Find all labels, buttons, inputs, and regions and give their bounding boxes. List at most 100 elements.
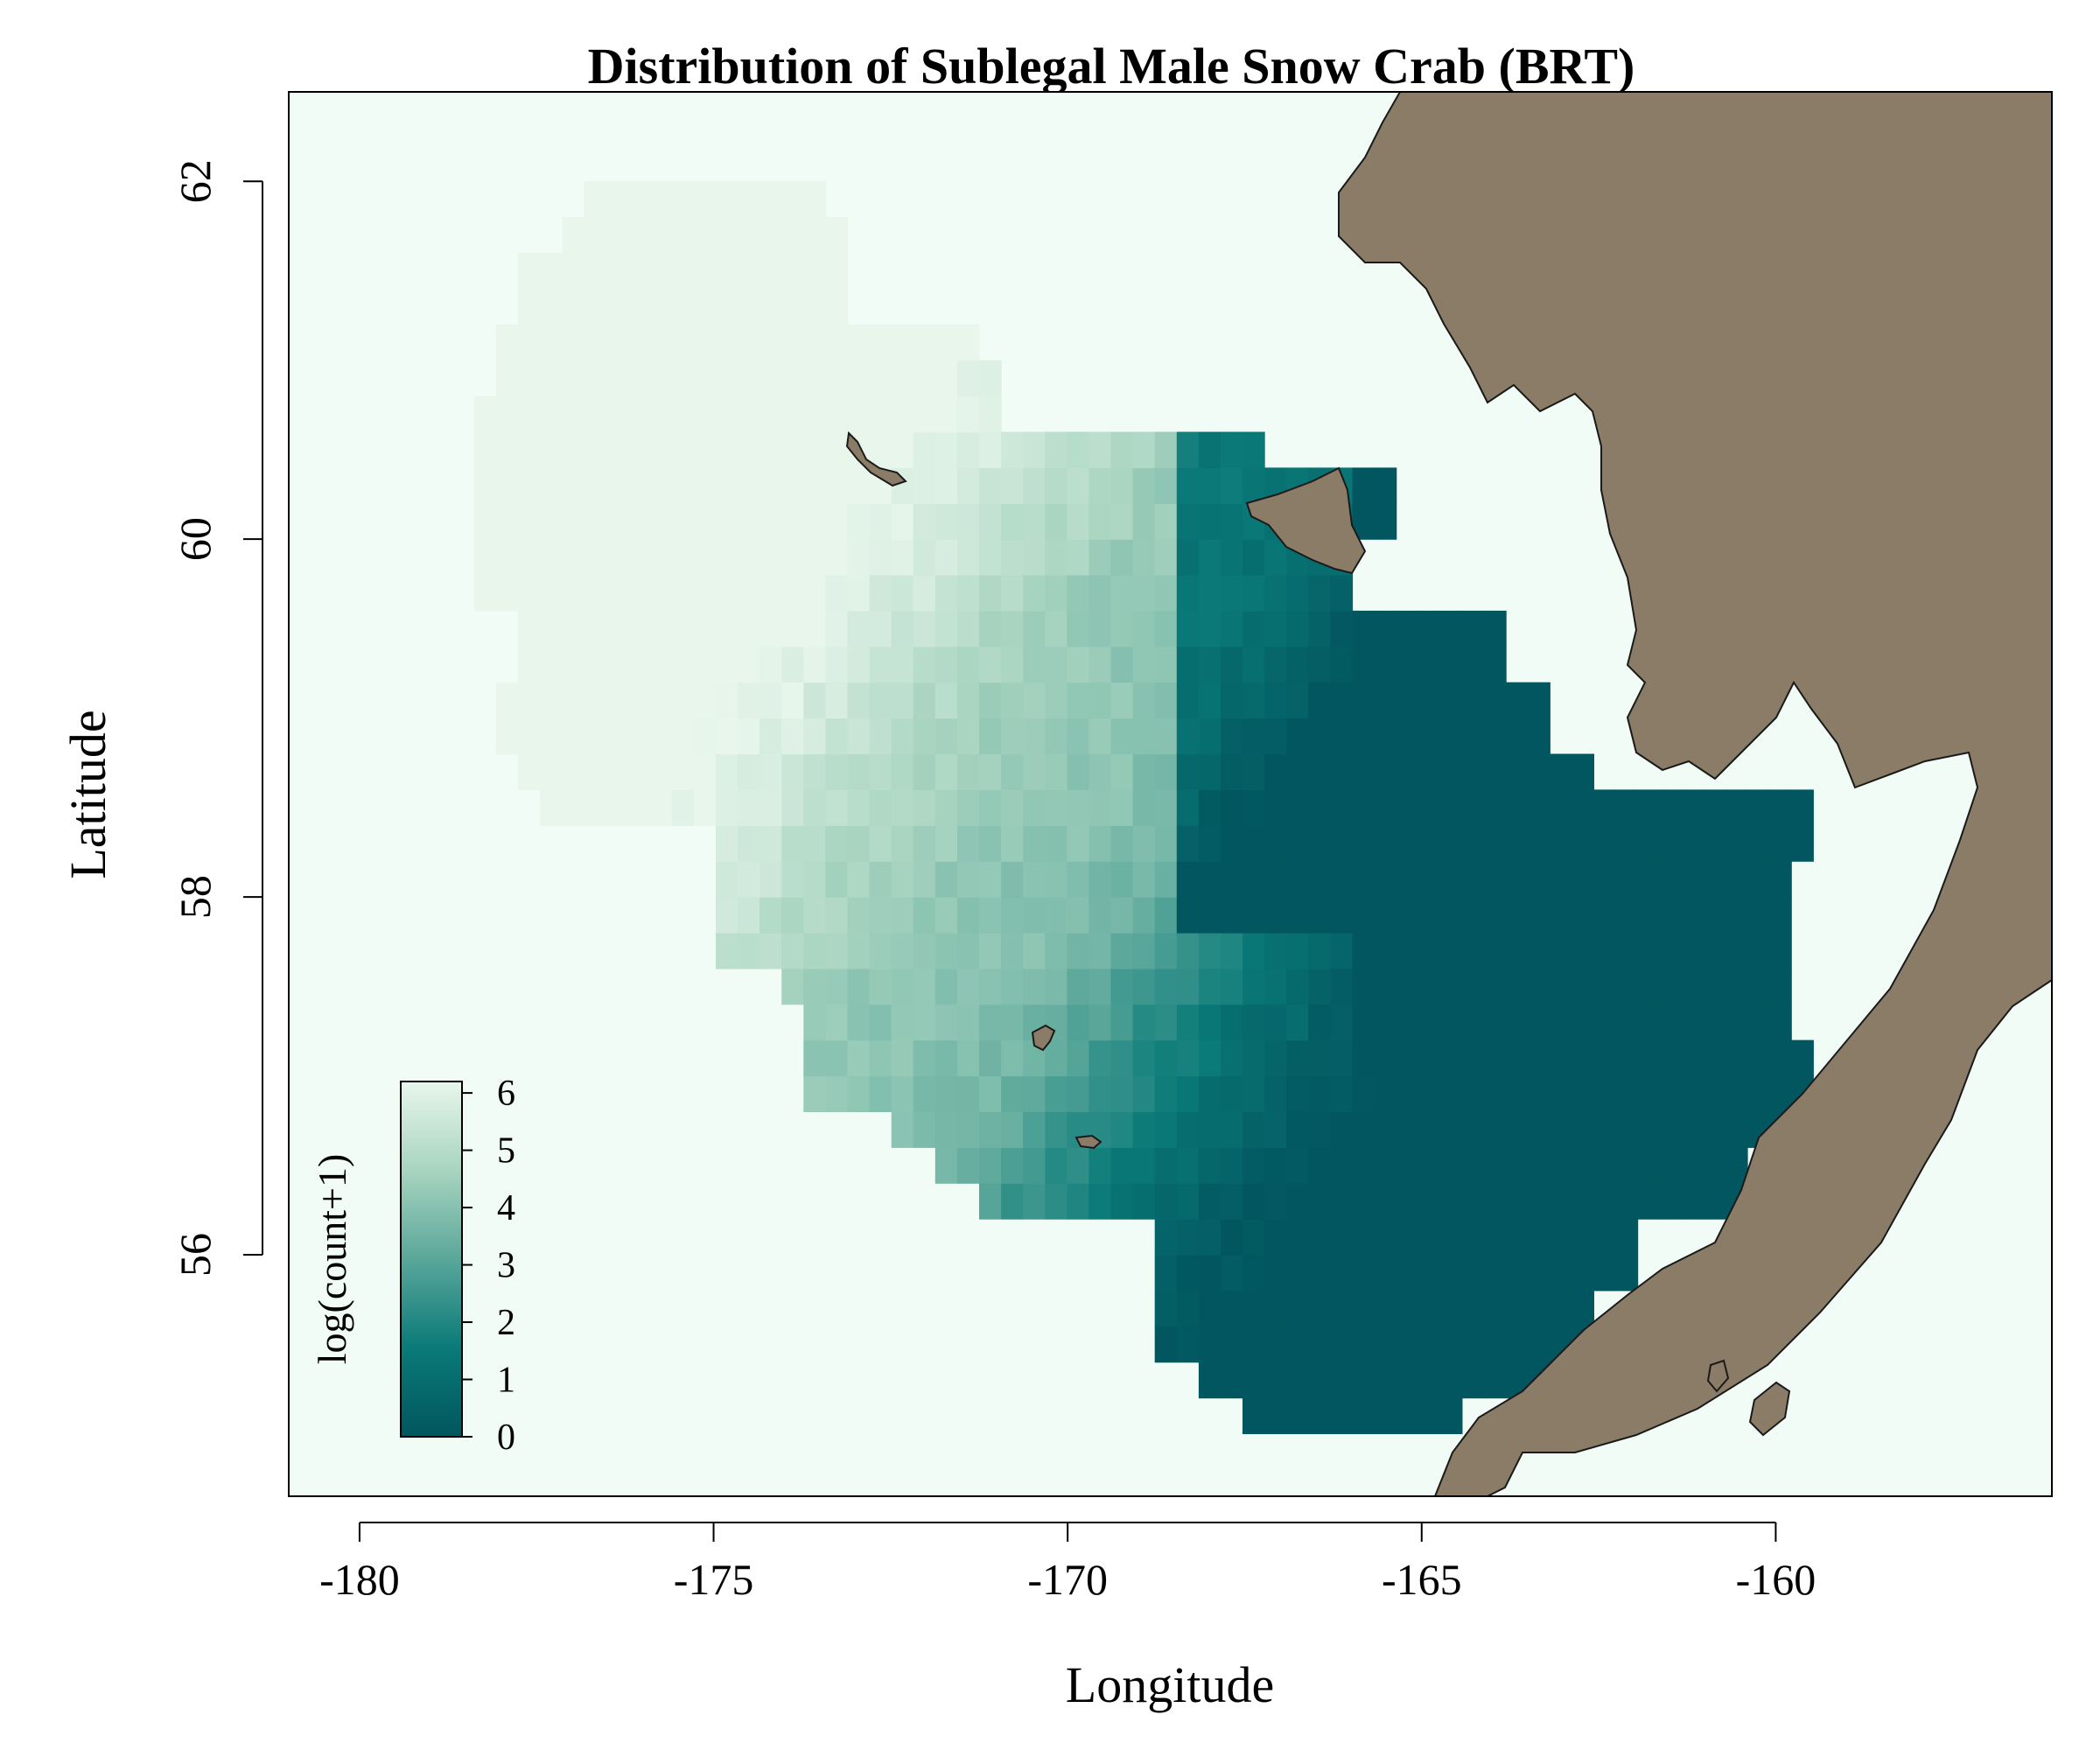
density-cell xyxy=(1725,789,1748,826)
density-cell xyxy=(913,718,936,755)
density-cell xyxy=(1396,1040,1419,1077)
density-cell xyxy=(1176,682,1200,719)
density-cell xyxy=(1615,897,1639,934)
density-cell xyxy=(1637,1111,1661,1148)
density-cell xyxy=(540,253,563,290)
density-cell xyxy=(1681,825,1704,862)
density-cell xyxy=(1198,825,1222,862)
density-cell xyxy=(1396,861,1419,898)
density-cell xyxy=(1067,646,1090,683)
density-cell xyxy=(1308,1004,1331,1041)
x-axis-label: Longitude xyxy=(1066,1656,1274,1713)
density-cell xyxy=(1286,1111,1309,1148)
density-cell xyxy=(1352,467,1376,504)
density-cell xyxy=(1572,1040,1594,1077)
density-cell xyxy=(1528,682,1550,719)
density-cell xyxy=(1461,1183,1485,1220)
density-cell xyxy=(1110,682,1134,719)
density-cell xyxy=(1374,1362,1397,1399)
density-cell xyxy=(606,431,629,468)
density-cell xyxy=(913,1111,936,1148)
density-cell xyxy=(584,181,607,218)
density-cell xyxy=(825,968,849,1005)
density-cell xyxy=(1110,646,1134,683)
density-cell xyxy=(1681,1075,1704,1112)
density-cell xyxy=(1264,539,1287,576)
density-cell xyxy=(716,825,738,862)
density-cell xyxy=(1484,646,1507,683)
density-cell xyxy=(627,360,651,397)
density-cell xyxy=(738,646,760,683)
chart-title: Distribution of Sublegal Male Snow Crab … xyxy=(588,38,1635,94)
density-cell xyxy=(1374,753,1397,790)
density-cell xyxy=(1352,753,1376,790)
density-cell xyxy=(979,1040,1002,1077)
density-cell xyxy=(1088,897,1112,934)
density-cell xyxy=(1198,1075,1222,1112)
density-cell xyxy=(1045,933,1068,970)
density-cell xyxy=(1418,1219,1441,1256)
density-cell xyxy=(760,646,782,683)
density-cell xyxy=(496,467,519,504)
density-cell xyxy=(847,968,871,1005)
density-cell xyxy=(891,431,914,468)
density-cell xyxy=(1418,789,1441,826)
density-cell xyxy=(1242,610,1265,648)
density-cell xyxy=(716,396,738,433)
density-cell xyxy=(1747,789,1770,826)
density-cell xyxy=(693,396,717,433)
density-cell xyxy=(1681,1040,1704,1077)
density-cell xyxy=(693,360,717,397)
density-cell xyxy=(1154,933,1178,970)
density-cell xyxy=(1572,1111,1594,1148)
density-cell xyxy=(1088,968,1112,1005)
density-cell xyxy=(627,718,651,755)
density-cell xyxy=(1221,933,1243,970)
density-cell xyxy=(693,503,717,540)
density-cell xyxy=(1593,1111,1617,1148)
density-cell xyxy=(1418,1255,1441,1292)
density-cell xyxy=(1221,467,1243,504)
density-cell xyxy=(1791,1040,1814,1077)
density-cell xyxy=(847,1075,871,1112)
density-cell xyxy=(1506,1326,1529,1363)
density-cell xyxy=(847,1040,871,1077)
density-cell xyxy=(649,610,673,648)
density-cell xyxy=(1725,968,1748,1005)
density-cell xyxy=(1572,1004,1594,1041)
density-cell xyxy=(1023,789,1046,826)
density-cell xyxy=(760,575,782,612)
density-cell xyxy=(606,217,629,254)
density-cell xyxy=(1154,1147,1178,1184)
density-cell xyxy=(1001,467,1024,504)
density-cell xyxy=(671,789,695,826)
density-cell xyxy=(1484,1219,1507,1256)
density-cell xyxy=(1286,1183,1309,1220)
density-cell xyxy=(1461,718,1485,755)
density-cell xyxy=(956,1040,980,1077)
density-cell xyxy=(803,1075,826,1112)
density-cell xyxy=(1264,682,1287,719)
density-cell xyxy=(540,610,563,648)
density-cell xyxy=(1045,897,1068,934)
density-cell xyxy=(869,539,892,576)
density-cell xyxy=(1176,431,1200,468)
density-cell xyxy=(1067,1004,1090,1041)
density-cells xyxy=(474,181,1814,1434)
density-cell xyxy=(1045,682,1068,719)
density-cell xyxy=(1330,789,1354,826)
density-cell xyxy=(693,718,717,755)
density-cell xyxy=(1286,1219,1309,1256)
density-cell xyxy=(1242,1255,1265,1292)
density-cell xyxy=(1176,1147,1200,1184)
density-cell xyxy=(474,575,497,612)
density-cell xyxy=(738,360,760,397)
legend-tick-label: 2 xyxy=(497,1303,515,1343)
density-cell xyxy=(1110,861,1134,898)
density-cell xyxy=(1352,968,1376,1005)
density-cell xyxy=(693,431,717,468)
density-cell xyxy=(913,753,936,790)
density-cell xyxy=(518,646,541,683)
density-cell xyxy=(518,503,541,540)
density-cell xyxy=(1484,1326,1507,1363)
